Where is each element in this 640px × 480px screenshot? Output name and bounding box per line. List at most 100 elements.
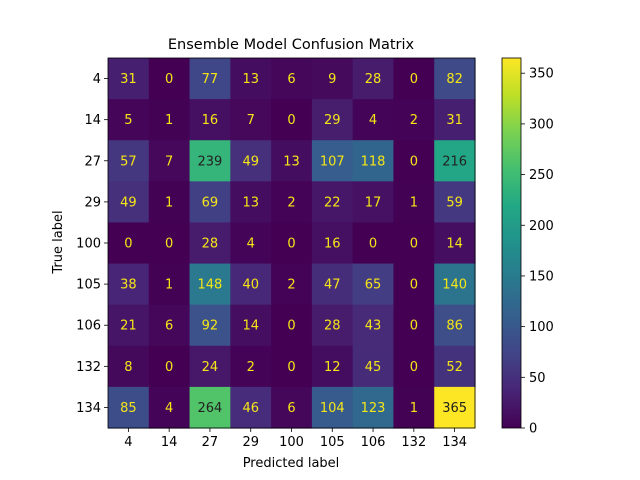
heatmap-cell — [189, 386, 231, 429]
heatmap-cell — [230, 222, 272, 265]
cell-value-label: 4 — [247, 237, 255, 252]
cell-value-label: 118 — [361, 154, 386, 169]
cell-value-label: 0 — [287, 360, 295, 375]
heatmap-cell — [352, 181, 395, 224]
heatmap-cell — [108, 140, 150, 182]
cell-value-label: 0 — [165, 72, 173, 87]
colorbar-ticks: 0 50 100 150 200 250 300 350 — [521, 67, 554, 437]
colorbar-tick-label: 300 — [529, 117, 554, 132]
cell-value-label: 1 — [165, 113, 173, 128]
y-axis-label: True label — [51, 210, 66, 274]
heatmap-cell — [434, 345, 476, 388]
heatmap-cell — [148, 58, 191, 100]
colorbar-tick-label: 200 — [529, 219, 554, 234]
cell-value-label: 0 — [165, 237, 173, 252]
cell-value-label: 77 — [202, 72, 219, 87]
cell-value-label: 43 — [365, 319, 382, 334]
x-tick-label: 100 — [279, 435, 304, 450]
cell-value-label: 28 — [324, 319, 341, 334]
heatmap-cell — [393, 140, 435, 182]
heatmap-cell — [271, 181, 313, 224]
cell-value-label: 0 — [287, 319, 295, 334]
colorbar-tick-label: 250 — [529, 168, 554, 183]
heatmap-cell — [148, 345, 191, 388]
cell-value-label: 92 — [202, 319, 219, 334]
cell-value-label: 123 — [361, 401, 386, 416]
x-axis-label: Predicted label — [243, 456, 340, 471]
heatmap-cell — [230, 58, 272, 100]
heatmap-cell — [189, 263, 231, 306]
cell-value-label: 2 — [287, 195, 295, 210]
cell-value-label: 59 — [446, 195, 463, 210]
y-tick-label: 27 — [84, 154, 101, 169]
heatmap-cell — [189, 58, 231, 100]
x-tick-label: 106 — [361, 435, 386, 450]
cell-value-label: 45 — [365, 360, 382, 375]
cell-value-label: 14 — [242, 319, 259, 334]
cell-value-label: 1 — [165, 278, 173, 293]
y-tick-label: 134 — [76, 401, 101, 416]
heatmap-cell — [311, 263, 354, 306]
cell-value-label: 24 — [202, 360, 219, 375]
cell-value-label: 0 — [410, 72, 418, 87]
heatmap-cell — [393, 345, 435, 388]
x-tick-label: 27 — [202, 435, 219, 450]
y-tick-label: 100 — [76, 237, 101, 252]
heatmap-cell — [271, 140, 313, 182]
heatmap-cell — [271, 263, 313, 306]
cell-value-label: 29 — [324, 113, 341, 128]
cell-value-label: 2 — [410, 113, 418, 128]
cell-value-label: 52 — [446, 360, 463, 375]
heatmap-cell — [271, 304, 313, 347]
heatmap-cell — [311, 181, 354, 224]
cell-value-label: 0 — [410, 237, 418, 252]
heatmap-cell — [434, 386, 476, 429]
heatmap-cell — [148, 304, 191, 347]
cell-value-label: 13 — [283, 154, 300, 169]
cell-value-label: 28 — [365, 72, 382, 87]
heatmap-cell — [393, 58, 435, 100]
heatmap-cell — [230, 345, 272, 388]
y-tick-label: 4 — [93, 72, 101, 87]
cell-value-label: 16 — [202, 113, 219, 128]
heatmap-cell — [393, 386, 435, 429]
heatmap-cell — [108, 58, 150, 100]
heatmap-cell — [108, 263, 150, 306]
heatmap-cells — [108, 58, 476, 429]
cell-value-label: 0 — [369, 237, 377, 252]
heatmap-cell — [148, 99, 191, 141]
heatmap-cell — [352, 58, 395, 100]
heatmap-cell — [271, 345, 313, 388]
cell-value-label: 6 — [287, 72, 295, 87]
heatmap-cell — [230, 304, 272, 347]
cell-value-label: 49 — [120, 195, 137, 210]
cell-value-label: 6 — [165, 319, 173, 334]
y-tick-label: 105 — [76, 278, 101, 293]
heatmap-cell — [352, 140, 395, 182]
heatmap-cell — [311, 222, 354, 265]
x-axis-ticks: 4 14 27 29 100 105 106 132 134 — [124, 428, 467, 450]
heatmap-cell — [230, 181, 272, 224]
heatmap-cell — [352, 99, 395, 141]
heatmap-cell — [148, 222, 191, 265]
heatmap-cell — [189, 222, 231, 265]
cell-value-label: 2 — [287, 278, 295, 293]
heatmap-cell — [393, 263, 435, 306]
heatmap-cell — [230, 140, 272, 182]
cell-value-label: 2 — [247, 360, 255, 375]
cell-value-label: 104 — [320, 401, 345, 416]
heatmap-cell — [108, 181, 150, 224]
heatmap-cell — [434, 181, 476, 224]
cell-value-label: 40 — [242, 278, 259, 293]
cell-value-label: 57 — [120, 154, 137, 169]
cell-value-label: 14 — [446, 237, 463, 252]
heatmap-cell — [271, 58, 313, 100]
colorbar — [501, 57, 522, 429]
cell-value-label: 0 — [410, 278, 418, 293]
x-tick-label: 134 — [442, 435, 467, 450]
cell-value-label: 216 — [442, 154, 467, 169]
heatmap-cell — [189, 181, 231, 224]
x-tick-label: 132 — [401, 435, 426, 450]
heatmap-cell — [189, 140, 231, 182]
